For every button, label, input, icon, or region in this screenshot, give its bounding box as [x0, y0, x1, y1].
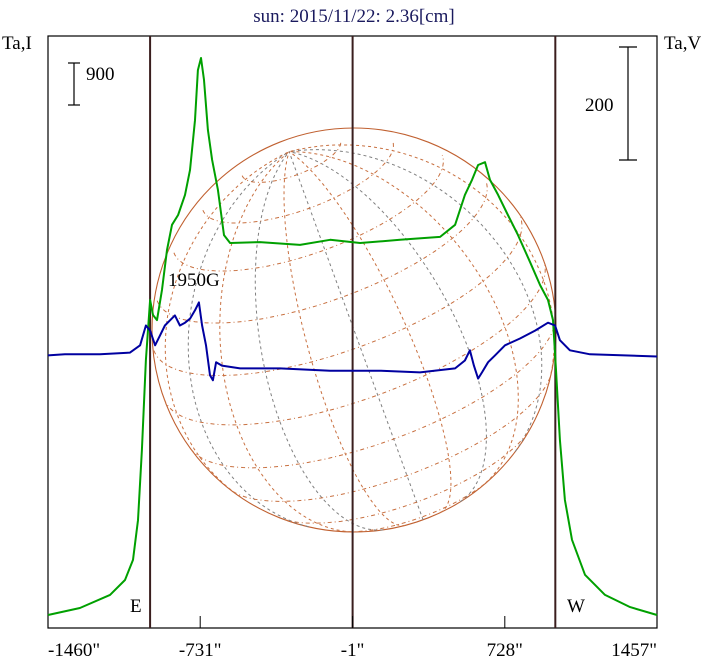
- meridian-line: [254, 151, 384, 531]
- meridian-line: [219, 151, 352, 533]
- polarization-scale-bar: [619, 46, 637, 161]
- x-tick-label: 1457": [611, 640, 657, 661]
- intensity-series-line: [47, 57, 658, 616]
- x-axis-tick-labels: -1460" -731" -1" 728" 1457": [48, 640, 657, 661]
- y-axis-left-label: Ta,I: [2, 33, 32, 54]
- x-tick-label: 728": [487, 640, 523, 661]
- latitude-line: [153, 217, 523, 377]
- latitude-line: [241, 139, 342, 183]
- latitude-line: [232, 375, 552, 502]
- y-axis-right-label: Ta,V: [664, 33, 701, 54]
- solar-disk-grid: [151, 127, 557, 533]
- meridian-line: [187, 151, 309, 528]
- latitude-line: [173, 154, 444, 272]
- x-tick-label: -1": [341, 640, 365, 661]
- meridian-line: [288, 151, 487, 503]
- x-tick-label: -1460": [48, 640, 100, 661]
- latitude-line: [283, 429, 530, 524]
- series-group: [47, 57, 658, 616]
- meridian-line: [289, 149, 543, 452]
- meridian-line: [283, 151, 406, 527]
- latitude-line: [163, 260, 546, 426]
- meridian-line: [288, 151, 452, 514]
- intensity-scale-bar: [68, 62, 80, 106]
- latitude-line: [347, 480, 490, 533]
- west-limb-label: W: [567, 596, 585, 617]
- x-axis-ticks: [47, 616, 658, 628]
- x-tick-label: -731": [179, 640, 222, 661]
- polarization-series-line: [47, 301, 658, 382]
- limb-lines: [149, 36, 557, 628]
- intensity-scale-label: 900: [86, 64, 115, 85]
- latitude-line: [190, 316, 556, 469]
- flare-annotation: 1950G: [168, 270, 220, 291]
- meridian-line: [289, 151, 519, 484]
- polarization-scale-label: 200: [585, 95, 614, 116]
- meridian-line: [288, 144, 555, 386]
- meridian-line: [164, 151, 290, 498]
- meridian-line: [288, 151, 424, 520]
- east-limb-label: E: [130, 596, 142, 617]
- chart-title: sun: 2015/11/22: 2.36[cm]: [253, 6, 454, 27]
